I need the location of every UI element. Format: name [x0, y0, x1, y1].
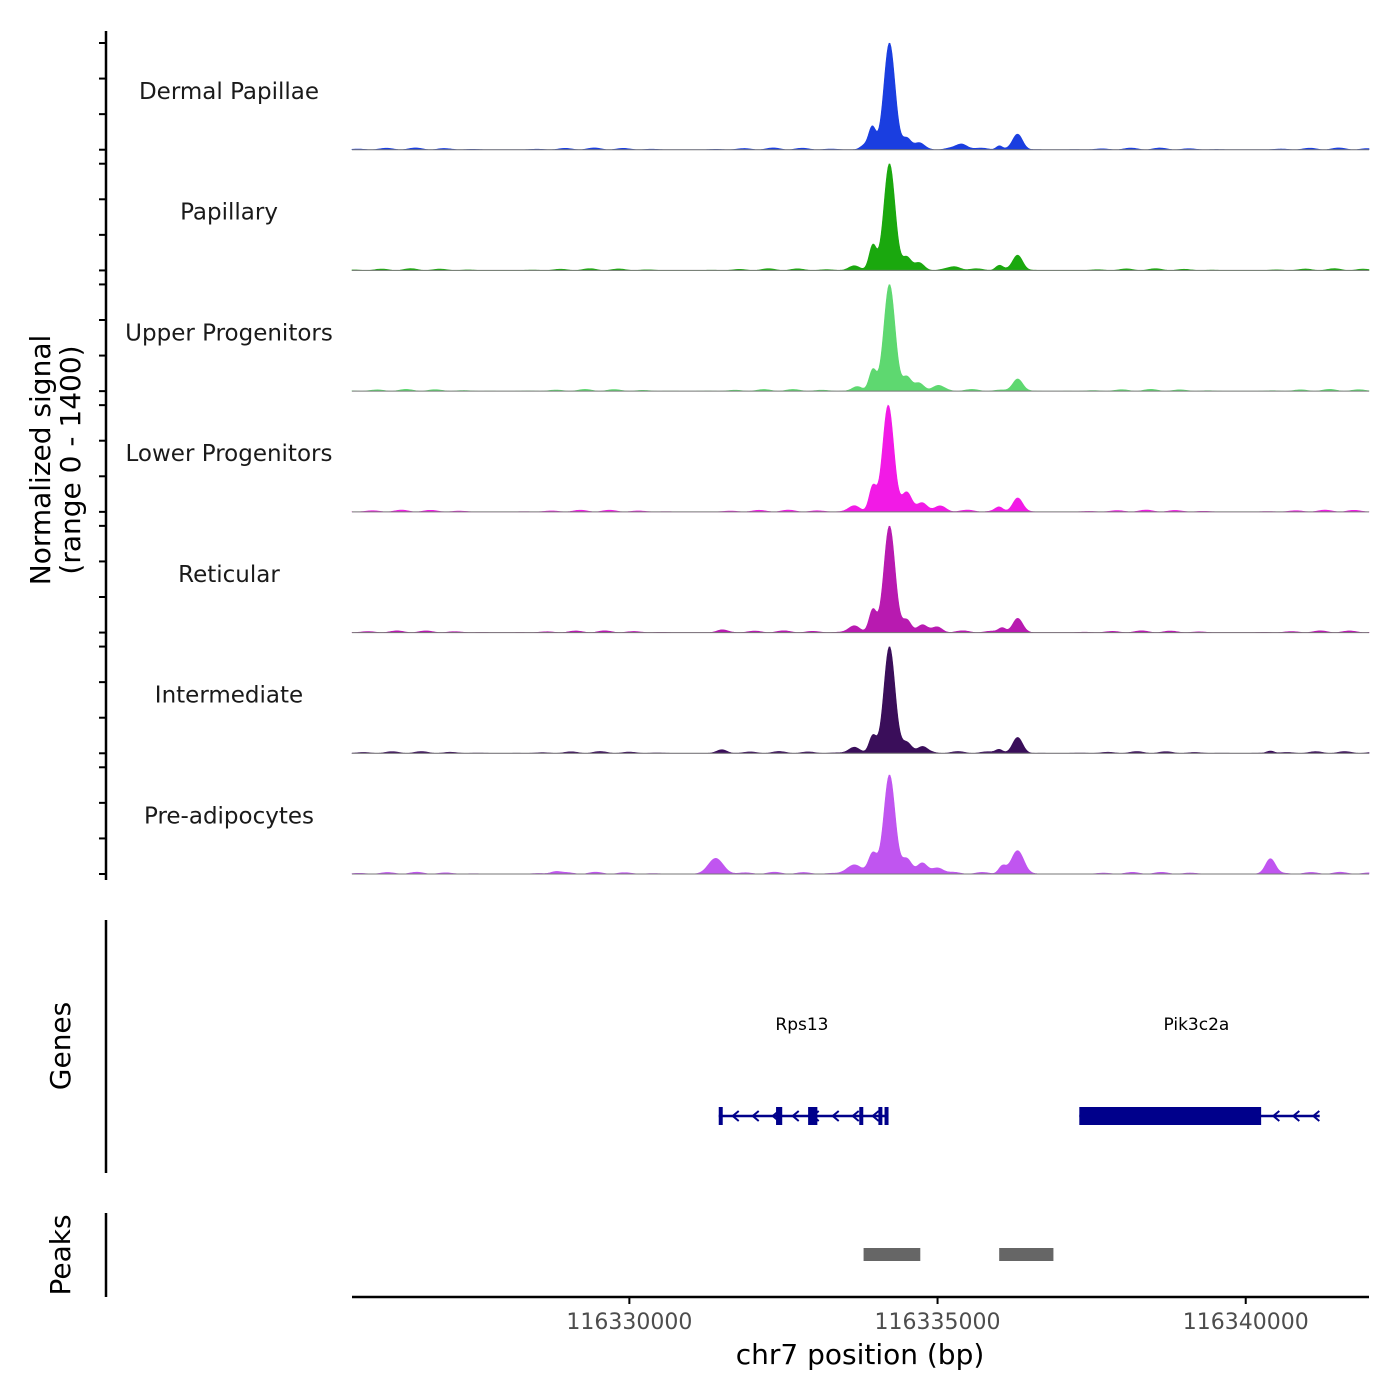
gene-exon	[859, 1107, 864, 1125]
strand-arrow	[1271, 1110, 1280, 1122]
track-label: Upper Progenitors	[125, 320, 333, 346]
strand-arrow	[831, 1110, 840, 1122]
signal-y-axis-ticks	[99, 42, 106, 875]
peak-region	[863, 1248, 921, 1261]
track-label: Papillary	[180, 200, 278, 226]
track-4: Lower Progenitors	[126, 404, 1370, 513]
gene-label: Rps13	[775, 1015, 828, 1035]
gene-exon	[718, 1107, 723, 1125]
genes-panel-label: Genes	[44, 1002, 77, 1090]
signal-area	[351, 646, 1370, 754]
strand-arrow	[791, 1110, 800, 1122]
peaks-panel-label: Peaks	[44, 1214, 77, 1295]
track-3: Upper Progenitors	[125, 284, 1370, 392]
x-tick-label: 116335000	[875, 1310, 1001, 1335]
track-7: Pre-adipocytes	[144, 774, 1370, 875]
gene-exon	[878, 1107, 883, 1125]
strand-arrow	[731, 1110, 740, 1122]
x-axis-ticks: 116330000 116335000 116340000	[566, 1297, 1309, 1335]
gene-exon	[884, 1107, 889, 1125]
track-2: Papillary	[180, 163, 1370, 271]
peak-region	[999, 1248, 1054, 1261]
track-6: Intermediate	[155, 646, 1370, 754]
track-label: Reticular	[178, 562, 280, 588]
track-label: Pre-adipocytes	[144, 803, 314, 829]
track-label: Intermediate	[155, 683, 303, 709]
strand-arrow	[851, 1110, 860, 1122]
track-label: Dermal Papillae	[139, 79, 319, 105]
strand-arrow	[1291, 1110, 1300, 1122]
signal-tracks: Dermal Papillae Papillary Upper Progenitor…	[125, 42, 1370, 875]
gene-exon	[808, 1107, 818, 1125]
signal-area	[351, 525, 1370, 633]
gene-exon	[1079, 1107, 1262, 1125]
signal-area	[351, 774, 1370, 875]
x-axis-title: chr7 position (bp)	[736, 1338, 985, 1371]
signal-area	[351, 284, 1370, 392]
signal-area	[351, 163, 1370, 271]
track-1: Dermal Papillae	[139, 42, 1370, 151]
gene-rps13: Rps13	[718, 1015, 889, 1125]
gene-pik3c2a: Pik3c2a	[1079, 1015, 1320, 1125]
y-axis-title-line2: (range 0 - 1400)	[54, 345, 87, 574]
strand-arrow	[1311, 1110, 1320, 1122]
gene-models: Rps13 Pik3c2a	[718, 1015, 1320, 1125]
peak-regions	[863, 1248, 1054, 1261]
signal-area	[351, 404, 1370, 513]
gene-exon	[776, 1107, 783, 1125]
strand-arrow	[871, 1110, 880, 1122]
strand-arrow	[751, 1110, 760, 1122]
track-label: Lower Progenitors	[126, 441, 333, 467]
track-5: Reticular	[178, 525, 1370, 634]
gene-label: Pik3c2a	[1163, 1015, 1229, 1035]
x-tick-label: 116330000	[566, 1310, 692, 1335]
y-axis-title-line1: Normalized signal	[24, 335, 57, 586]
x-tick-label: 116340000	[1183, 1310, 1309, 1335]
signal-area	[351, 42, 1370, 151]
